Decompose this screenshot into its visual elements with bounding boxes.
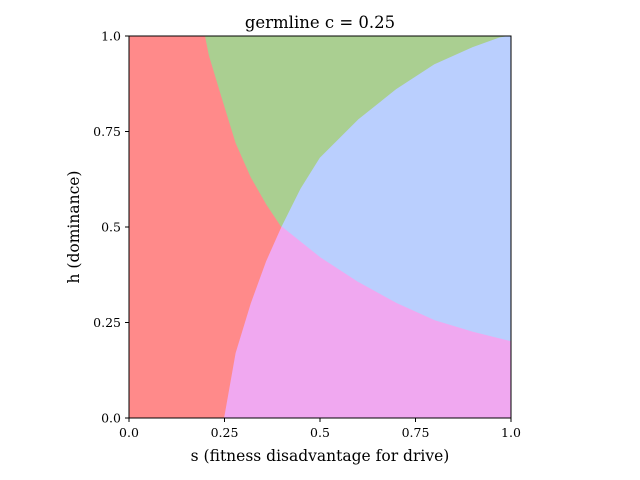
y-tick-label: 0.5 [101,220,121,235]
x-axis-label: s (fitness disadvantage for drive) [191,447,450,465]
y-tick-label: 1.0 [101,29,121,44]
axis-ticks: 0.0 0.25 0.5 0.75 1.0 0.0 0.25 0.5 0.75 1.0 [93,29,521,441]
chart-title: germline c = 0.25 [245,13,395,32]
y-tick-label: 0.75 [93,124,121,139]
y-axis-label: h (dominance) [65,171,83,284]
x-tick-label: 0.0 [119,425,139,440]
x-tick-label: 1.0 [501,425,521,440]
x-tick-label: 0.75 [402,425,430,440]
y-tick-label: 0.0 [101,411,121,426]
region-bottom [224,226,512,419]
x-tick-label: 0.25 [211,425,239,440]
y-tick-label: 0.25 [93,315,121,330]
phase-regions [128,35,512,419]
x-tick-label: 0.5 [310,425,330,440]
